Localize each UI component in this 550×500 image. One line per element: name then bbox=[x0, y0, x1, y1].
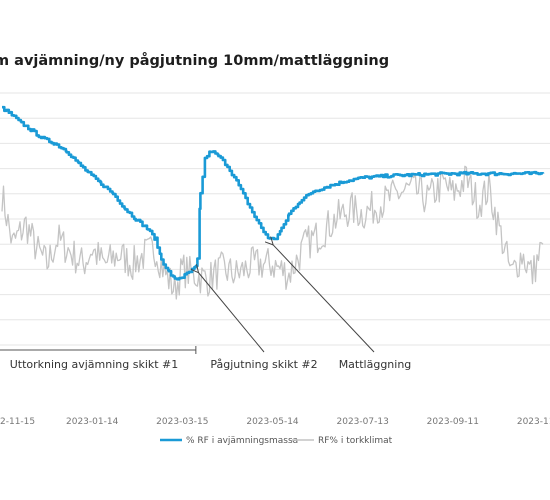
series-lines bbox=[1, 105, 545, 300]
x-tick-label: 2023-03-15 bbox=[156, 417, 208, 427]
x-axis-ticks: 2-11-15 2023-01-14 2023-03-15 2023-05-14 202… bbox=[0, 417, 550, 427]
series-line-rf-avjamningsmassa bbox=[2, 105, 545, 281]
x-tick-label: 2-11-15 bbox=[0, 417, 35, 427]
x-tick-label: 2023-09-11 bbox=[427, 417, 479, 427]
annotation-uttorkning: Uttorkning avjämning skikt #1 bbox=[10, 358, 179, 371]
x-tick-label: 2023-11-10 bbox=[517, 417, 550, 427]
x-tick-label: 2023-05-14 bbox=[246, 417, 299, 427]
gridlines bbox=[0, 92, 550, 346]
arrow-pagjutning bbox=[198, 272, 265, 353]
arrow-mattlaggning bbox=[272, 244, 375, 353]
annotation-mattlaggning: Mattläggning bbox=[339, 358, 412, 371]
annotations: Uttorkning avjämning skikt #1 Pågjutning … bbox=[0, 244, 411, 371]
legend: % RF i avjämningsmassa RF% i torkklimat bbox=[160, 436, 393, 446]
legend-label-rf-torkklimat: RF% i torkklimat bbox=[318, 436, 393, 446]
legend-label-rf-avjamningsmassa: % RF i avjämningsmassa bbox=[186, 436, 298, 446]
annotation-pagjutning: Pågjutning skikt #2 bbox=[210, 358, 317, 371]
series-line-rf-torkklimat bbox=[1, 165, 544, 300]
x-tick-label: 2023-01-14 bbox=[66, 417, 119, 427]
x-tick-label: 2023-07-13 bbox=[337, 417, 389, 427]
chart-title: m avjämning/ny pågjutning 10mm/mattläggn… bbox=[0, 53, 390, 69]
